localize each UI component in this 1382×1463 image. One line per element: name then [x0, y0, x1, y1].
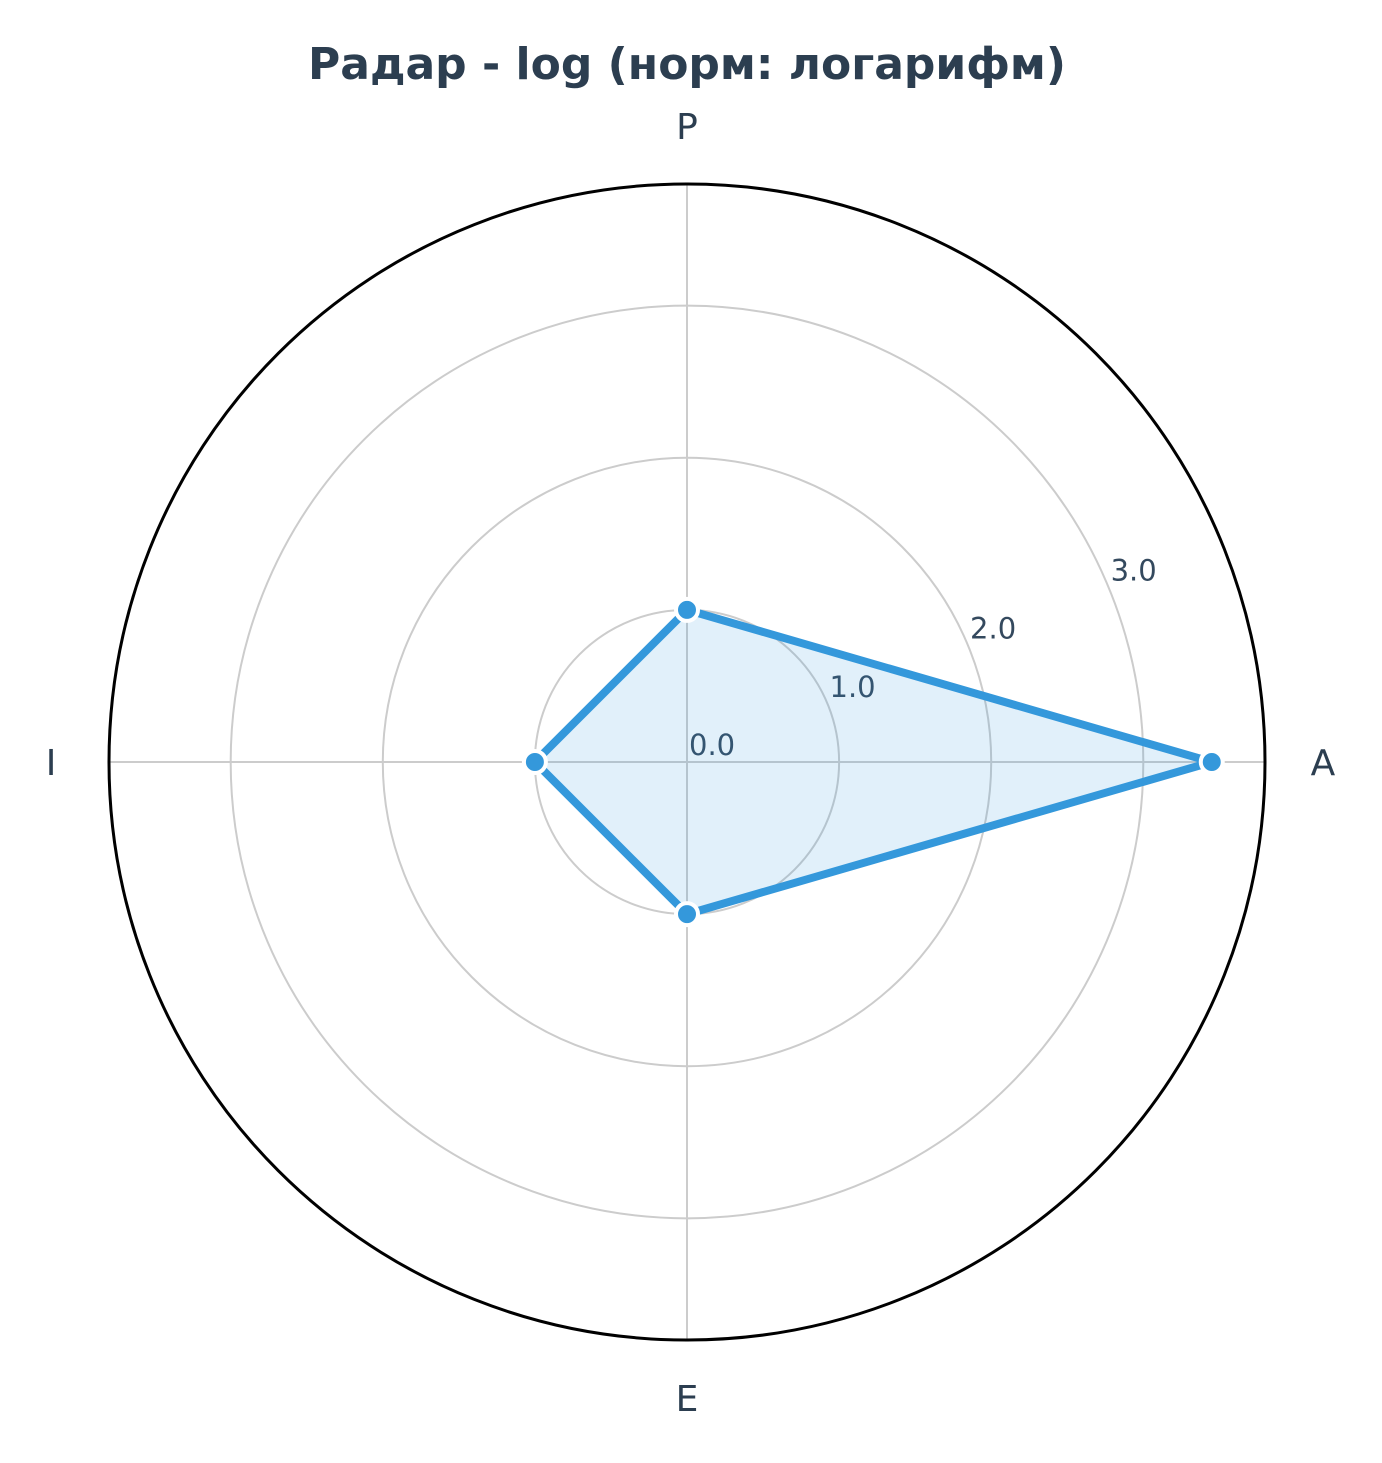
- radial-tick-label-1: 1.0: [830, 670, 876, 704]
- axis-label-I: I: [46, 743, 57, 784]
- axis-label-E: E: [676, 1379, 699, 1420]
- radial-tick-labels: 0.0 1.0 2.0 3.0: [689, 553, 1157, 762]
- data-point-A: [1198, 749, 1225, 775]
- data-point-I: [521, 749, 548, 775]
- outer-ring: [107, 182, 1267, 1342]
- series-fill-0: [534, 609, 1212, 915]
- data-point-E: [674, 901, 700, 928]
- chart-title: Радар - log (норм: логарифм): [308, 39, 1066, 90]
- axis-labels: A P I E: [46, 107, 1336, 1420]
- radial-tick-label-2: 2.0: [970, 612, 1016, 646]
- data-point-P: [674, 596, 700, 623]
- radial-tick-label-3: 3.0: [1111, 553, 1157, 587]
- axis-label-P: P: [676, 107, 698, 148]
- radial-tick-label-0: 0.0: [689, 728, 735, 762]
- radar-grid: [107, 182, 1267, 1342]
- axis-label-A: A: [1311, 743, 1336, 784]
- radar-series: [521, 596, 1225, 928]
